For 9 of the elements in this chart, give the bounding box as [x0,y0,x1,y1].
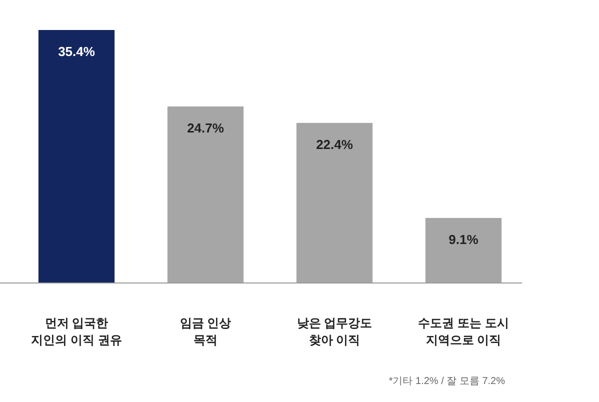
data-label: 35.4% [58,44,96,59]
data-label: 24.7% [187,120,224,136]
x-tick-label: 낮은 업무강도 찾아 이직 [296,316,372,347]
x-tick-label: 먼저 입국한 지인의 이직 권유 [31,316,122,347]
data-label: 22.4% [316,136,354,152]
data-label: 9.1% [448,232,479,247]
x-tick-label: 임금 인상 목적 [180,316,232,347]
text: *기타 1.2% / 잘 모름 7.2% [388,376,506,387]
x-tick-label: 수도권 또는 도시 지역으로 이직 [418,316,509,347]
